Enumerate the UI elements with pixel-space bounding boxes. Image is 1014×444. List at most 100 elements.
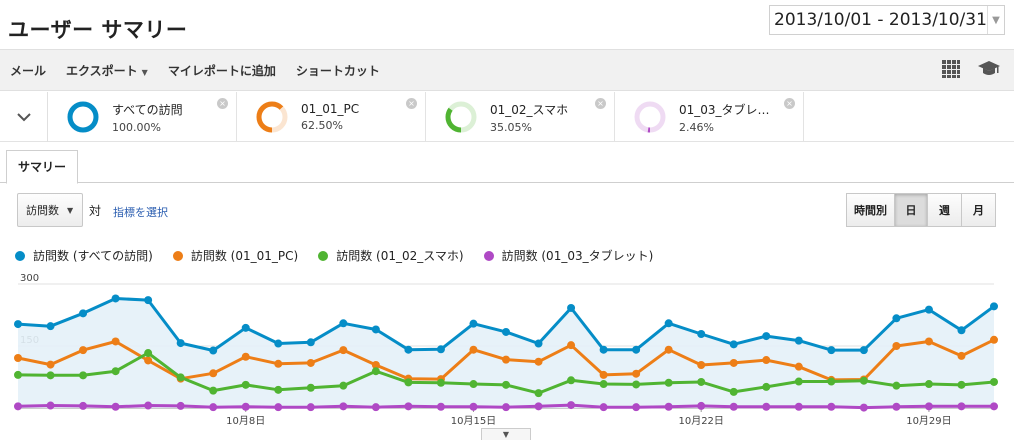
grid-icon[interactable] [940, 59, 962, 79]
data-point[interactable] [632, 345, 641, 354]
data-point[interactable] [436, 378, 445, 387]
data-point[interactable] [306, 403, 315, 412]
data-point[interactable] [306, 383, 315, 392]
data-point[interactable] [274, 385, 283, 394]
data-point[interactable] [664, 402, 673, 411]
data-point[interactable] [567, 401, 576, 410]
segment-toggle[interactable] [0, 92, 48, 142]
graduation-cap-icon[interactable] [978, 59, 1000, 79]
data-point[interactable] [111, 294, 120, 303]
data-point[interactable] [46, 371, 55, 380]
data-point[interactable] [14, 320, 22, 329]
chart-expander[interactable]: ▼ [481, 428, 531, 440]
select-metric-link[interactable]: 指標を選択 [113, 206, 168, 219]
date-range-picker[interactable]: 2013/10/01 - 2013/10/31 ▼ [769, 5, 1005, 35]
close-icon[interactable]: × [784, 98, 795, 109]
data-point[interactable] [144, 401, 153, 410]
data-point[interactable] [664, 378, 673, 387]
data-point[interactable] [632, 403, 641, 412]
data-point[interactable] [534, 389, 543, 398]
data-point[interactable] [111, 367, 120, 376]
data-point[interactable] [79, 371, 88, 380]
data-point[interactable] [371, 367, 380, 376]
data-point[interactable] [209, 403, 218, 412]
data-point[interactable] [436, 402, 445, 411]
data-point[interactable] [176, 373, 185, 382]
data-point[interactable] [469, 345, 478, 354]
data-point[interactable] [892, 342, 901, 350]
data-point[interactable] [957, 380, 966, 389]
data-point[interactable] [404, 378, 413, 387]
data-point[interactable] [534, 339, 543, 348]
data-point[interactable] [144, 349, 153, 358]
data-point[interactable] [762, 332, 771, 341]
data-point[interactable] [567, 303, 576, 312]
close-icon[interactable]: × [217, 98, 228, 109]
data-point[interactable] [404, 345, 413, 354]
data-point[interactable] [729, 402, 738, 411]
data-point[interactable] [371, 325, 380, 334]
data-point[interactable] [14, 402, 22, 411]
data-point[interactable] [599, 370, 608, 379]
data-point[interactable] [924, 337, 933, 346]
data-point[interactable] [794, 362, 803, 371]
chevron-down-icon[interactable]: ▼ [986, 6, 1004, 34]
data-point[interactable] [241, 402, 250, 411]
data-point[interactable] [371, 403, 380, 412]
data-point[interactable] [859, 403, 868, 412]
data-point[interactable] [502, 355, 510, 364]
data-point[interactable] [599, 380, 608, 389]
data-point[interactable] [762, 356, 771, 365]
data-point[interactable] [274, 339, 283, 348]
data-point[interactable] [404, 402, 413, 411]
data-point[interactable] [274, 359, 283, 368]
data-point[interactable] [827, 346, 836, 355]
data-point[interactable] [502, 403, 510, 412]
email-button[interactable]: メール [10, 63, 47, 78]
data-point[interactable] [14, 370, 22, 379]
data-point[interactable] [567, 376, 576, 385]
data-point[interactable] [469, 402, 478, 411]
data-point[interactable] [859, 376, 868, 385]
data-point[interactable] [111, 337, 120, 346]
export-button[interactable]: エクスポート ▼ [66, 62, 148, 79]
data-point[interactable] [924, 402, 933, 411]
data-point[interactable] [729, 387, 738, 396]
data-point[interactable] [241, 352, 250, 361]
data-point[interactable] [241, 323, 250, 332]
data-point[interactable] [599, 403, 608, 412]
data-point[interactable] [957, 351, 966, 360]
data-point[interactable] [567, 341, 576, 350]
data-point[interactable] [859, 346, 868, 355]
data-point[interactable] [632, 380, 641, 389]
segment-pc[interactable]: 01_01_PC 62.50% × [237, 92, 426, 142]
data-point[interactable] [794, 377, 803, 386]
close-icon[interactable]: × [595, 98, 606, 109]
data-point[interactable] [892, 402, 901, 411]
data-point[interactable] [632, 369, 641, 378]
data-point[interactable] [14, 353, 22, 362]
data-point[interactable] [729, 340, 738, 349]
data-point[interactable] [306, 338, 315, 347]
data-point[interactable] [924, 380, 933, 389]
data-point[interactable] [241, 380, 250, 389]
data-point[interactable] [46, 322, 55, 331]
data-point[interactable] [176, 401, 185, 410]
segment-tablet[interactable]: 01_03_タブレ… 2.46% × [615, 92, 804, 142]
tab-summary[interactable]: サマリー [6, 150, 79, 184]
data-point[interactable] [534, 402, 543, 411]
add-to-dashboard-button[interactable]: マイレポートに追加 [167, 63, 276, 78]
data-point[interactable] [209, 346, 218, 355]
data-point[interactable] [144, 356, 153, 365]
granularity-day-button[interactable]: 日 [894, 193, 928, 227]
data-point[interactable] [762, 382, 771, 391]
data-point[interactable] [990, 402, 998, 411]
data-point[interactable] [892, 314, 901, 323]
data-point[interactable] [502, 327, 510, 336]
data-point[interactable] [827, 402, 836, 411]
data-point[interactable] [534, 357, 543, 366]
data-point[interactable] [924, 305, 933, 314]
data-point[interactable] [697, 377, 706, 386]
data-point[interactable] [79, 309, 88, 318]
data-point[interactable] [762, 402, 771, 411]
